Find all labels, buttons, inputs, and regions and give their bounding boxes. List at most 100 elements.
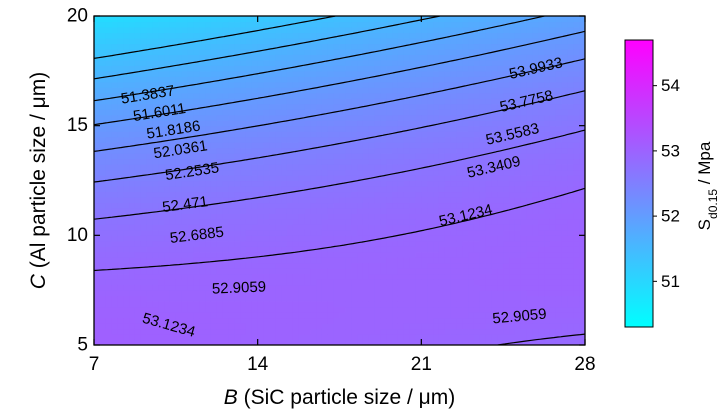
surface-cell <box>292 98 300 105</box>
surface-cell <box>117 328 124 335</box>
surface-cell <box>298 202 306 209</box>
surface-cell <box>222 81 230 88</box>
surface-cell <box>298 262 306 269</box>
surface-cell <box>199 109 206 116</box>
surface-cell <box>321 16 329 23</box>
surface-cell <box>380 21 387 28</box>
surface-cell <box>327 147 335 154</box>
surface-cell <box>427 92 434 99</box>
surface-cell <box>175 54 183 61</box>
surface-cell <box>245 136 253 143</box>
surface-cell <box>333 312 341 319</box>
surface-cell <box>386 142 393 149</box>
surface-cell <box>520 153 528 160</box>
surface-cell <box>199 98 206 105</box>
surface-cell <box>210 229 218 236</box>
surface-cell <box>497 306 504 313</box>
surface-cell <box>567 290 574 297</box>
surface-cell <box>240 65 247 72</box>
surface-cell <box>94 257 101 264</box>
surface-cell <box>94 279 101 286</box>
surface-cell <box>514 37 522 45</box>
surface-cell <box>240 32 247 39</box>
surface-cell <box>321 235 329 242</box>
surface-cell <box>298 279 306 286</box>
surface-cell <box>269 268 276 275</box>
surface-cell <box>473 180 481 187</box>
surface-cell <box>345 21 352 28</box>
surface-cell <box>415 43 422 50</box>
surface-cell <box>544 21 551 28</box>
surface-cell <box>462 246 469 253</box>
surface-cell <box>438 295 446 302</box>
surface-cell <box>409 268 417 275</box>
surface-cell <box>245 279 253 286</box>
surface-cell <box>234 312 241 319</box>
surface-cell <box>421 175 428 182</box>
surface-cell <box>468 191 475 198</box>
surface-cell <box>456 180 463 187</box>
surface-cell <box>444 251 452 258</box>
surface-cell <box>567 103 574 110</box>
surface-cell <box>456 48 463 55</box>
surface-cell <box>286 32 294 39</box>
surface-cell <box>497 16 504 23</box>
surface-cell <box>427 153 434 160</box>
surface-cell <box>310 153 317 160</box>
surface-cell <box>444 257 452 264</box>
surface-cell <box>468 213 475 220</box>
surface-cell <box>169 81 177 88</box>
surface-cell <box>146 175 154 182</box>
surface-cell <box>491 207 498 214</box>
surface-cell <box>146 98 154 105</box>
surface-cell <box>415 224 422 231</box>
surface-cell <box>374 213 382 220</box>
surface-cell <box>169 43 177 50</box>
surface-cell <box>514 240 522 247</box>
surface-cell <box>281 109 288 116</box>
surface-cell <box>473 218 481 225</box>
surface-cell <box>438 279 446 286</box>
surface-cell <box>421 207 428 214</box>
surface-cell <box>532 59 539 66</box>
surface-cell <box>111 257 118 264</box>
surface-cell <box>245 147 253 154</box>
surface-cell <box>310 312 317 319</box>
surface-cell <box>374 284 382 291</box>
surface-cell <box>152 180 159 187</box>
surface-cell <box>444 21 452 28</box>
surface-cell <box>117 142 124 149</box>
surface-cell <box>286 279 294 286</box>
surface-cell <box>561 323 569 330</box>
surface-cell <box>129 229 136 236</box>
surface-cell <box>514 87 522 94</box>
surface-cell <box>321 339 329 345</box>
surface-cell <box>520 312 528 319</box>
surface-cell <box>386 229 393 236</box>
surface-cell <box>327 164 335 171</box>
surface-cell <box>485 196 493 204</box>
surface-cell <box>199 131 206 138</box>
surface-cell <box>427 59 434 66</box>
surface-cell <box>193 257 200 264</box>
surface-cell <box>105 114 113 121</box>
surface-cell <box>532 16 539 23</box>
surface-cell <box>146 284 154 291</box>
surface-cell <box>146 306 154 313</box>
surface-cell <box>473 65 481 72</box>
surface-cell <box>403 339 411 345</box>
surface-cell <box>421 125 428 132</box>
surface-cell <box>94 103 101 110</box>
surface-cell <box>526 70 533 77</box>
surface-cell <box>134 54 142 61</box>
surface-cell <box>427 251 434 258</box>
surface-cell <box>205 54 212 61</box>
surface-cell <box>240 334 247 341</box>
surface-cell <box>286 334 294 341</box>
surface-cell <box>357 131 364 138</box>
surface-cell <box>310 48 317 55</box>
surface-cell <box>210 81 218 88</box>
surface-cell <box>421 158 428 165</box>
surface-cell <box>257 32 265 39</box>
surface-cell <box>134 312 142 319</box>
